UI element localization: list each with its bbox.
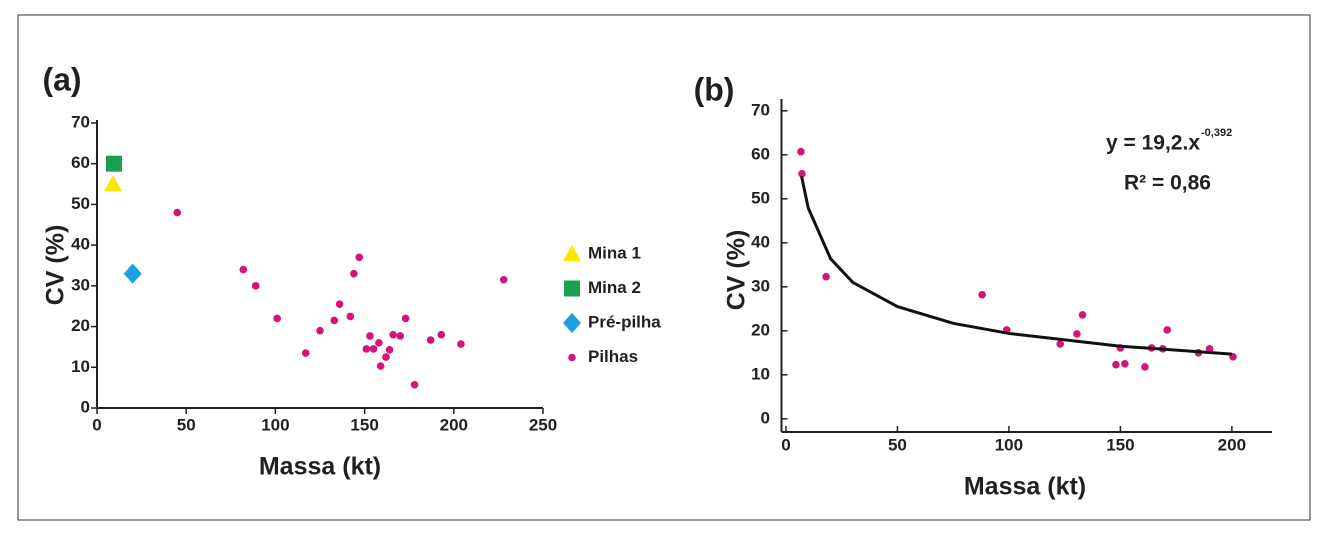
legend-marker bbox=[564, 280, 580, 297]
marker-point bbox=[499, 275, 508, 284]
marker-point bbox=[369, 345, 378, 353]
frame bbox=[17, 14, 1311, 521]
x-tick-label: 250 bbox=[529, 415, 557, 434]
marker-point bbox=[362, 345, 371, 353]
x-tick-label: 200 bbox=[1218, 435, 1246, 454]
y-tick-label: 30 bbox=[71, 275, 90, 294]
marker-point bbox=[401, 314, 410, 323]
marker-point bbox=[1205, 345, 1214, 353]
legend-label: Pré-pilha bbox=[588, 312, 661, 331]
y-axis-title: CV (%) bbox=[42, 225, 70, 306]
marker-point bbox=[350, 269, 358, 278]
x-tick-label: 0 bbox=[92, 415, 101, 434]
marker-point bbox=[389, 330, 397, 339]
marker-point bbox=[346, 312, 355, 321]
x-tick-label: 200 bbox=[440, 415, 468, 434]
x-tick-label: 100 bbox=[261, 415, 289, 434]
y-tick-label: 70 bbox=[71, 112, 90, 131]
x-tick-label: 150 bbox=[350, 415, 378, 434]
marker-point bbox=[239, 265, 248, 274]
y-tick-label: 50 bbox=[71, 194, 90, 213]
y-tick-label: 40 bbox=[71, 235, 90, 254]
legend-marker bbox=[563, 245, 581, 261]
marker-point bbox=[273, 314, 281, 323]
y-tick-label: 10 bbox=[751, 364, 770, 383]
marker-point bbox=[457, 340, 465, 348]
y-tick-label: 10 bbox=[71, 357, 90, 376]
legend-label: Mina 1 bbox=[588, 243, 641, 262]
y-tick-label: 60 bbox=[71, 153, 90, 172]
y-tick-label: 60 bbox=[751, 144, 770, 163]
x-axis-title: Massa (kt) bbox=[259, 453, 381, 481]
r-squared: R² = 0,86 bbox=[1124, 172, 1211, 195]
legend-label: Mina 2 bbox=[588, 278, 641, 297]
legend-label: Pilhas bbox=[588, 347, 638, 366]
marker-point bbox=[437, 330, 446, 339]
y-tick-label: 50 bbox=[751, 188, 770, 207]
x-tick-label: 50 bbox=[177, 415, 196, 434]
x-tick-label: 50 bbox=[888, 435, 907, 454]
y-tick-label: 30 bbox=[751, 276, 770, 295]
marker-point bbox=[1163, 326, 1172, 334]
legend-marker bbox=[563, 313, 581, 333]
fit-curve bbox=[800, 176, 1232, 356]
marker-point bbox=[1073, 330, 1081, 338]
x-tick-label: 150 bbox=[1106, 435, 1134, 454]
x-tick-label: 0 bbox=[781, 435, 790, 454]
equation-exponent: -0,392 bbox=[1201, 127, 1232, 139]
marker-triangle bbox=[104, 175, 123, 192]
y-tick-label: 20 bbox=[751, 320, 770, 339]
marker-point bbox=[410, 380, 419, 389]
marker-point bbox=[1141, 363, 1149, 371]
marker-point bbox=[1056, 340, 1064, 348]
y-tick-label: 0 bbox=[761, 408, 770, 427]
y-tick-label: 0 bbox=[81, 397, 90, 416]
marker-point bbox=[396, 332, 405, 340]
marker-point bbox=[385, 345, 394, 354]
y-tick-label: 40 bbox=[751, 232, 770, 251]
marker-point bbox=[355, 253, 364, 262]
x-tick-label: 100 bbox=[995, 435, 1023, 454]
marker-point bbox=[1078, 311, 1087, 319]
marker-point bbox=[376, 362, 385, 370]
marker-point bbox=[251, 282, 260, 290]
panel-label: (a) bbox=[42, 61, 81, 97]
marker-point bbox=[173, 208, 182, 217]
marker-point bbox=[978, 290, 986, 299]
marker-square bbox=[105, 155, 122, 172]
marker-point bbox=[382, 353, 390, 361]
marker-point bbox=[301, 349, 310, 357]
marker-point bbox=[335, 300, 344, 308]
legend-marker bbox=[568, 353, 576, 362]
y-tick-label: 20 bbox=[71, 316, 90, 335]
equation: y = 19,2.x bbox=[1106, 132, 1200, 155]
x-axis-title: Massa (kt) bbox=[964, 473, 1086, 501]
marker-point bbox=[798, 169, 806, 178]
marker-diamond bbox=[123, 263, 142, 284]
marker-point bbox=[426, 336, 435, 344]
marker-point bbox=[822, 272, 830, 281]
y-tick-label: 70 bbox=[751, 100, 770, 119]
marker-point bbox=[1121, 360, 1129, 368]
marker-point bbox=[330, 316, 339, 325]
marker-point bbox=[1112, 360, 1120, 369]
y-axis-title: CV (%) bbox=[723, 230, 751, 311]
marker-point bbox=[375, 339, 383, 347]
marker-point bbox=[797, 147, 805, 156]
marker-point bbox=[366, 332, 374, 340]
panel-label: (b) bbox=[694, 71, 735, 107]
marker-point bbox=[316, 326, 324, 335]
